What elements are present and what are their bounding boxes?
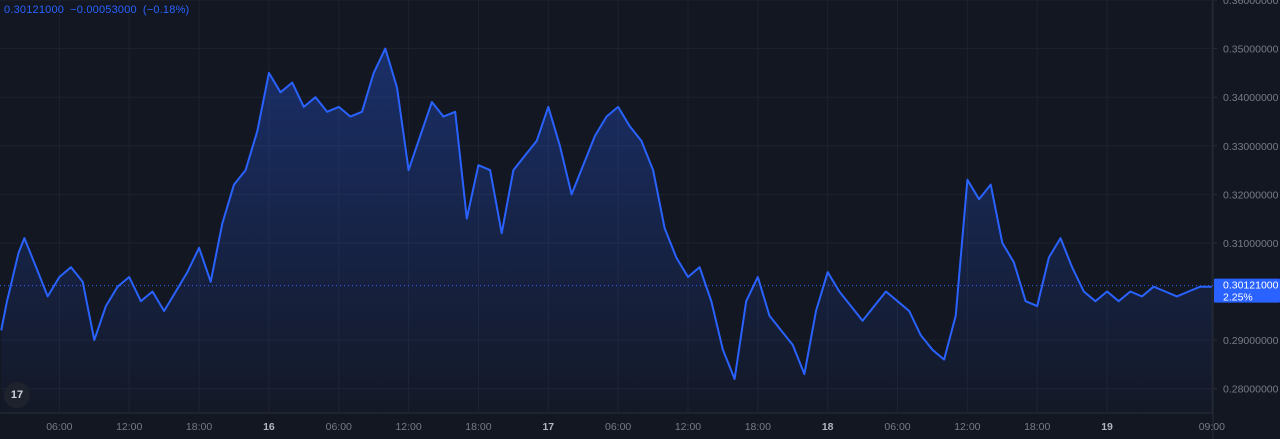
y-tick-label: 0.33000000 bbox=[1223, 141, 1279, 153]
x-tick-label: 17 bbox=[542, 421, 554, 433]
x-tick-label: 12:00 bbox=[395, 421, 421, 433]
last-price-value: 0.30121000 bbox=[1223, 280, 1279, 292]
time-axis[interactable]: 06:00 12:00 18:00 16 06:00 12:00 18:00 17 06:00 1… bbox=[46, 421, 1225, 433]
x-tick-label: 06:00 bbox=[326, 421, 352, 433]
x-tick-label: 06:00 bbox=[46, 421, 72, 433]
tradingview-logo[interactable]: 17 bbox=[4, 382, 30, 408]
last-change-value: 2.25% bbox=[1223, 292, 1253, 304]
x-tick-label: 06:00 bbox=[884, 421, 910, 433]
y-tick-label: 0.29000000 bbox=[1223, 335, 1279, 347]
x-tick-label: 12:00 bbox=[675, 421, 701, 433]
price-header: 0.30121000 −0.00053000 (−0.18%) bbox=[4, 4, 195, 16]
x-tick-label: 18:00 bbox=[186, 421, 212, 433]
x-tick-label: 12:00 bbox=[954, 421, 980, 433]
x-tick-label: 18 bbox=[822, 421, 834, 433]
last-price-label-bg bbox=[1214, 278, 1280, 303]
price-axis[interactable]: 0.36000000 0.35000000 0.34000000 0.33000000… bbox=[1213, 0, 1279, 396]
price-line bbox=[0, 47, 1212, 380]
x-tick-label: 12:00 bbox=[116, 421, 142, 433]
logo-text: 17 bbox=[10, 389, 24, 401]
current-price: 0.30121000 bbox=[4, 4, 65, 16]
y-tick-label: 0.36000000 bbox=[1223, 0, 1279, 7]
x-tick-label: 18:00 bbox=[465, 421, 491, 433]
y-tick-label: 0.28000000 bbox=[1223, 384, 1279, 396]
x-tick-label: 18:00 bbox=[1024, 421, 1050, 433]
y-tick-label: 0.31000000 bbox=[1223, 238, 1279, 250]
x-tick-label: 19 bbox=[1101, 421, 1113, 433]
price-change-percent: (−0.18%) bbox=[142, 4, 190, 16]
price-change: −0.00053000 bbox=[70, 4, 137, 16]
y-tick-label: 0.34000000 bbox=[1223, 92, 1279, 104]
price-area bbox=[1, 48, 1212, 413]
x-tick-label: 16 bbox=[263, 421, 275, 433]
x-tick-label: 18:00 bbox=[745, 421, 771, 433]
y-tick-label: 0.35000000 bbox=[1223, 44, 1279, 56]
y-tick-label: 0.32000000 bbox=[1223, 189, 1279, 201]
x-tick-label: 06:00 bbox=[605, 421, 631, 433]
x-tick-label: 09:00 bbox=[1199, 421, 1225, 433]
